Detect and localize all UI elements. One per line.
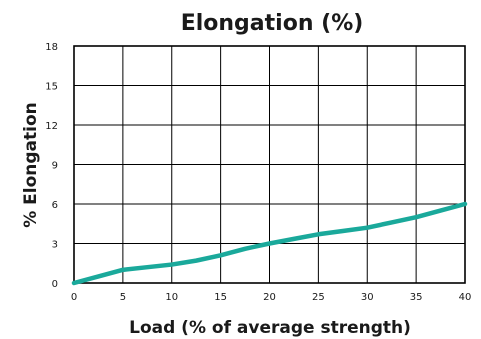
- y-tick-labels: 0 3 6 9 12 15 18: [45, 42, 58, 290]
- x-tick-label: 30: [361, 292, 374, 303]
- plot-frame: [73, 45, 466, 284]
- x-tick-labels: 0 5 10 15 20 25 30 35 40: [71, 292, 472, 303]
- x-axis-label: Load (% of average strength): [129, 318, 411, 338]
- x-tick-label: 0: [71, 292, 77, 303]
- y-axis-label: % Elongation: [21, 102, 41, 228]
- x-tick-label: 20: [263, 292, 276, 303]
- y-tick-label: 6: [52, 200, 58, 211]
- x-tick-label: 35: [410, 292, 423, 303]
- x-tick-label: 15: [214, 292, 227, 303]
- chart-title: Elongation (%): [181, 11, 364, 36]
- grid-lines: [74, 46, 465, 283]
- y-tick-label: 18: [45, 42, 58, 53]
- x-tick-label: 40: [459, 292, 472, 303]
- x-tick-label: 10: [165, 292, 178, 303]
- series-line: [71, 201, 468, 286]
- y-tick-label: 3: [52, 240, 58, 251]
- y-tick-label: 15: [45, 82, 58, 93]
- y-tick-label: 9: [52, 161, 58, 172]
- x-tick-label: 25: [312, 292, 325, 303]
- series-layer: [71, 201, 468, 286]
- y-tick-label: 0: [52, 279, 58, 290]
- x-tick-label: 5: [120, 292, 126, 303]
- y-tick-label: 12: [45, 121, 58, 132]
